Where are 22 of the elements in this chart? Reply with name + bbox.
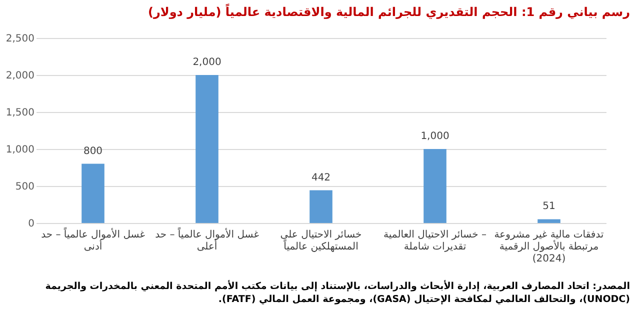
y-tick-label: 2,000 — [6, 70, 34, 82]
y-tick-label: 0 — [28, 218, 34, 230]
y-tick-label: 1,000 — [6, 144, 34, 156]
data-label: 800 — [83, 146, 103, 157]
bar — [82, 164, 104, 223]
bar — [310, 190, 332, 223]
data-label: 2,000 — [192, 57, 222, 68]
chart-title: رسم بياني رقم 1: الحجم التقديري للجرائم المالية والاقتصادية عالمياً (مليار دولار) — [146, 2, 631, 21]
bar — [424, 149, 446, 223]
bar — [538, 219, 560, 223]
x-tick-label: غسل الأموال عالمياً – حد أعلى — [155, 226, 259, 252]
y-tick-label: 500 — [15, 182, 34, 192]
y-tick-label: 1,500 — [6, 108, 34, 118]
data-label: 1,000 — [420, 131, 450, 142]
data-label: 51 — [542, 201, 556, 212]
bar — [196, 75, 218, 223]
text: المصدر: اتحاد المصارف العربية، إدارة الأبحاث والدراسات، بالإستناد إلى بيانات مكتب الأمم المتحدة المعني بالمخدرات والجريمة (UNODC)، والتحالف العالمي لمكافحة الإحتيال (GASA)، ومجموعة العمل المالي (FATF). — [44, 281, 630, 307]
x-tick-label: خسائر الاحتيال العالمية – تقديرات شاملة — [384, 230, 486, 252]
x-tick-label: غسل الأموال عالمياً – حد أدنى — [41, 226, 145, 252]
x-tick-label: خسائر الاحتيال على المستهلكين عالمياً — [280, 230, 362, 252]
data-label: 442 — [311, 172, 331, 184]
y-tick-label: 2,500 — [6, 34, 34, 44]
